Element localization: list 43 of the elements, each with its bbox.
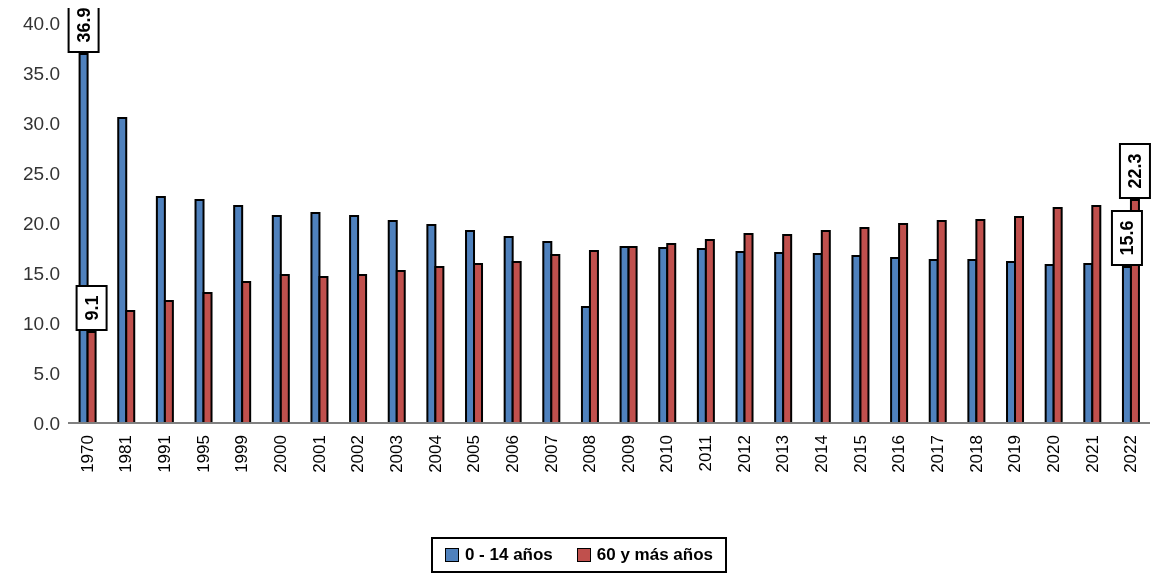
x-tick-label: 2002 (348, 435, 368, 473)
y-tick-label: 30.0 (23, 112, 60, 134)
x-tick-label: 2001 (309, 435, 329, 473)
x-tick-label: 1995 (193, 435, 213, 473)
x-tick-label: 1981 (116, 435, 136, 473)
y-tick-label: 5.0 (33, 362, 60, 384)
x-tick-label: 2017 (927, 435, 947, 473)
x-tick-label: 2021 (1082, 435, 1102, 473)
x-tick-label: 2015 (850, 435, 870, 473)
data-label: 36.9 (73, 7, 94, 43)
data-label: 22.3 (1124, 153, 1145, 189)
x-tick-label: 2010 (657, 435, 677, 473)
y-tick-label: 40.0 (23, 12, 60, 34)
y-tick-label: 25.0 (23, 162, 60, 184)
x-tick-label: 1991 (155, 435, 175, 473)
x-tick-label: 2005 (464, 435, 484, 473)
y-tick-label: 15.0 (23, 262, 60, 284)
x-tick-label: 2019 (1005, 435, 1025, 473)
data-label: 9.1 (81, 295, 102, 321)
x-tick-label: 2016 (889, 435, 909, 473)
y-tick-label: 10.0 (23, 312, 60, 334)
x-tick-label: 2000 (271, 435, 291, 473)
x-tick-label: 2018 (966, 435, 986, 473)
legend-label: 0 - 14 años (463, 545, 553, 565)
y-tick-label: 0.0 (33, 412, 60, 434)
x-tick-label: 2020 (1043, 435, 1063, 473)
x-tick-label: 2004 (425, 435, 445, 473)
x-tick-label: 2013 (773, 435, 793, 473)
legend-label: 60 y más años (595, 545, 714, 565)
data-label: 15.6 (1116, 220, 1137, 256)
x-tick-label: 2003 (386, 435, 406, 473)
x-tick-label: 2012 (734, 435, 754, 473)
y-tick-label: 35.0 (23, 62, 60, 84)
x-tick-label: 2007 (541, 435, 561, 473)
x-tick-label: 1970 (77, 435, 97, 473)
x-tick-label: 2022 (1121, 435, 1141, 473)
x-tick-label: 1999 (232, 435, 252, 473)
y-tick-label: 20.0 (23, 212, 60, 234)
x-tick-label: 2009 (618, 435, 638, 473)
x-tick-label: 2011 (696, 435, 716, 472)
x-tick-label: 2008 (580, 435, 600, 473)
x-tick-label: 2014 (812, 435, 832, 473)
x-tick-label: 2006 (502, 435, 522, 473)
